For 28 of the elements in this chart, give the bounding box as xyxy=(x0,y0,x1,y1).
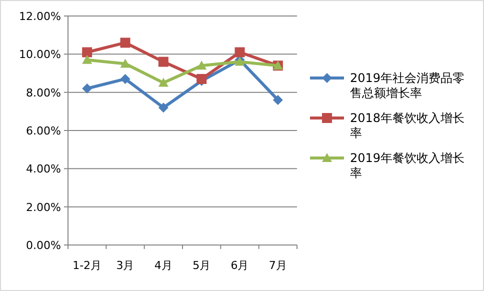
point xyxy=(120,58,130,68)
x-tick-label: 1-2月 xyxy=(72,259,102,272)
y-tick-label: 12.00% xyxy=(19,10,61,23)
legend-label: 2018年餐饮收入增长率 xyxy=(350,111,465,140)
point xyxy=(120,74,130,84)
point xyxy=(196,60,207,70)
y-tick-label: 2.00% xyxy=(26,200,61,214)
point xyxy=(82,84,92,94)
legend-label: 2019年餐饮收入增长率 xyxy=(350,151,465,180)
y-tick-label: 6.00% xyxy=(26,124,61,138)
point xyxy=(82,54,92,64)
point xyxy=(158,56,168,67)
x-tick-label: 5月 xyxy=(192,259,211,272)
x-tick-label: 7月 xyxy=(268,259,287,272)
x-tick-label: 3月 xyxy=(116,259,134,272)
point xyxy=(120,38,130,48)
point xyxy=(82,47,92,58)
point xyxy=(234,47,245,58)
point xyxy=(272,94,283,105)
x-tick-label: 4月 xyxy=(154,259,172,272)
y-tick-label: 8.00% xyxy=(26,86,61,100)
x-tick-label: 6月 xyxy=(230,259,249,272)
y-tick-label: 10.00% xyxy=(19,48,61,62)
y-tick-label: 0.00% xyxy=(26,239,61,252)
y-tick-label: 4.00% xyxy=(26,162,61,176)
point xyxy=(158,78,168,87)
legend-label: 2019年社会消费品零售总额增长率 xyxy=(350,71,465,100)
point xyxy=(158,102,168,113)
